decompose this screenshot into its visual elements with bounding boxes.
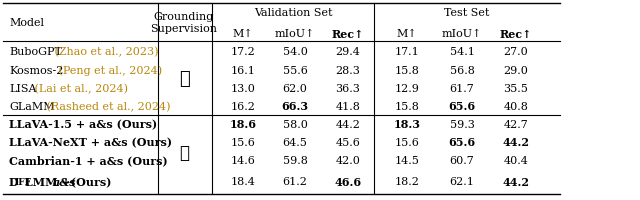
Text: 62.1: 62.1 xyxy=(449,177,474,187)
Text: Cambrian-1 + a&s (Ours): Cambrian-1 + a&s (Ours) xyxy=(9,155,168,166)
Text: Grounding
Supervision: Grounding Supervision xyxy=(150,12,218,34)
Text: 12.9: 12.9 xyxy=(395,84,419,94)
Text: 14.5: 14.5 xyxy=(395,155,419,165)
Text: ✗: ✗ xyxy=(179,145,189,161)
Text: 56.8: 56.8 xyxy=(449,66,474,76)
Text: a&s: a&s xyxy=(53,176,77,187)
Text: 18.3: 18.3 xyxy=(394,119,420,130)
Text: 15.6: 15.6 xyxy=(230,137,255,147)
Text: 61.7: 61.7 xyxy=(450,84,474,94)
Text: 61.2: 61.2 xyxy=(283,177,307,187)
Text: (Ours): (Ours) xyxy=(67,176,111,187)
Text: 15.8: 15.8 xyxy=(395,101,419,111)
Text: 29.4: 29.4 xyxy=(335,47,360,57)
Text: Model: Model xyxy=(9,18,44,28)
Text: Kosmos-2: Kosmos-2 xyxy=(9,66,63,76)
Text: BuboGPT: BuboGPT xyxy=(9,47,62,57)
Text: 27.0: 27.0 xyxy=(504,47,529,57)
Text: 42.7: 42.7 xyxy=(504,119,529,129)
Text: M↑: M↑ xyxy=(232,29,253,39)
Text: 62.0: 62.0 xyxy=(283,84,307,94)
Text: ✓: ✓ xyxy=(179,70,189,88)
Text: 54.0: 54.0 xyxy=(283,47,307,57)
Text: 59.8: 59.8 xyxy=(283,155,307,165)
Text: 13.0: 13.0 xyxy=(230,84,255,94)
Text: mIoU↑: mIoU↑ xyxy=(442,29,482,39)
Text: 15.6: 15.6 xyxy=(395,137,419,147)
Text: (Peng et al., 2024): (Peng et al., 2024) xyxy=(55,65,162,76)
Text: LISA: LISA xyxy=(9,84,36,94)
Text: 42.0: 42.0 xyxy=(335,155,360,165)
Text: 28.3: 28.3 xyxy=(335,66,360,76)
Text: 15.8: 15.8 xyxy=(395,66,419,76)
Text: (Lai et al., 2024): (Lai et al., 2024) xyxy=(31,83,128,94)
Text: 18.6: 18.6 xyxy=(230,119,257,130)
Text: 44.2: 44.2 xyxy=(502,176,529,187)
Text: 66.3: 66.3 xyxy=(282,101,308,112)
Text: IFF: IFF xyxy=(15,177,32,186)
Text: 41.8: 41.8 xyxy=(335,101,360,111)
Text: 58.0: 58.0 xyxy=(283,119,307,129)
Text: D: D xyxy=(9,176,19,187)
Text: 18.2: 18.2 xyxy=(395,177,419,187)
Text: 29.0: 29.0 xyxy=(504,66,529,76)
Text: Test Set: Test Set xyxy=(444,8,490,18)
Text: (Zhao et al., 2023): (Zhao et al., 2023) xyxy=(51,47,159,57)
Text: (Rasheed et al., 2024): (Rasheed et al., 2024) xyxy=(43,101,170,112)
Text: 60.7: 60.7 xyxy=(450,155,474,165)
Text: 54.1: 54.1 xyxy=(449,47,474,57)
Text: M↑: M↑ xyxy=(397,29,417,39)
Text: 44.2: 44.2 xyxy=(335,119,360,129)
Text: 18.4: 18.4 xyxy=(230,177,255,187)
Text: Validation Set: Validation Set xyxy=(253,8,332,18)
Text: 16.1: 16.1 xyxy=(230,66,255,76)
Text: mIoU↑: mIoU↑ xyxy=(275,29,315,39)
Text: 45.6: 45.6 xyxy=(335,137,360,147)
Text: 55.6: 55.6 xyxy=(283,66,307,76)
Text: 65.6: 65.6 xyxy=(449,101,476,112)
Text: 17.1: 17.1 xyxy=(395,47,419,57)
Text: 40.4: 40.4 xyxy=(504,155,529,165)
Text: LMM +: LMM + xyxy=(25,176,74,187)
Text: 14.6: 14.6 xyxy=(230,155,255,165)
Text: 36.3: 36.3 xyxy=(335,84,360,94)
Text: Rec↑: Rec↑ xyxy=(500,28,532,39)
Text: 64.5: 64.5 xyxy=(283,137,307,147)
Text: 46.6: 46.6 xyxy=(335,176,362,187)
Text: 65.6: 65.6 xyxy=(449,137,476,148)
Text: 40.8: 40.8 xyxy=(504,101,529,111)
Text: Rec↑: Rec↑ xyxy=(332,28,364,39)
Text: GLaMM: GLaMM xyxy=(9,101,54,111)
Text: 35.5: 35.5 xyxy=(504,84,529,94)
Text: LLaVA-1.5 + a&s (Ours): LLaVA-1.5 + a&s (Ours) xyxy=(9,119,157,130)
Text: 44.2: 44.2 xyxy=(502,137,529,148)
Text: 17.2: 17.2 xyxy=(230,47,255,57)
Text: 16.2: 16.2 xyxy=(230,101,255,111)
Text: LLaVA-NeXT + a&s (Ours): LLaVA-NeXT + a&s (Ours) xyxy=(9,137,172,148)
Text: 59.3: 59.3 xyxy=(449,119,474,129)
